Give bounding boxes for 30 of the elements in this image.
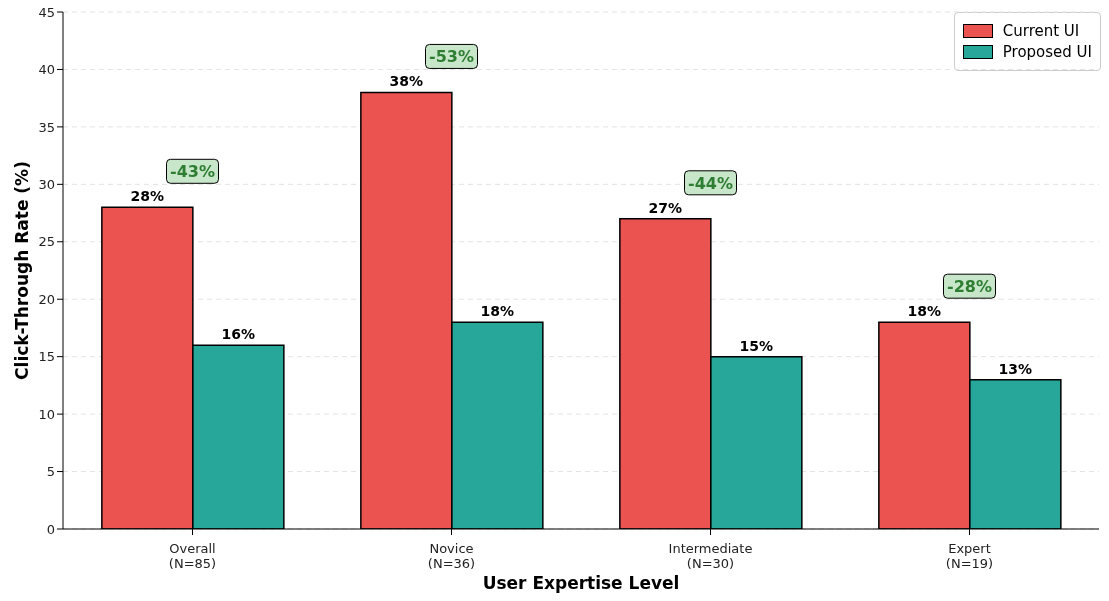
data-label: 13% — [998, 360, 1033, 377]
x-tick-label: Novice (N=36) — [427, 541, 476, 571]
data-label: 18% — [480, 303, 515, 320]
data-label: 28% — [130, 188, 165, 205]
y-tick-label: 0 — [46, 521, 55, 537]
x-axis-title: User Expertise Level — [482, 573, 680, 593]
y-axis-title: Click-Through Rate (%) — [12, 161, 32, 380]
annotation: -43% — [170, 162, 215, 182]
x-tick-label: Overall (N=85) — [168, 541, 217, 571]
x-tick-label: Intermediate (N=30) — [668, 541, 753, 571]
y-tick-label: 5 — [46, 464, 55, 480]
y-tick-label: 20 — [38, 291, 55, 307]
legend-label: Proposed UI — [1002, 43, 1092, 61]
legend-label: Current UI — [1002, 22, 1080, 40]
y-tick-label: 15 — [38, 349, 55, 365]
y-tick-label: 35 — [38, 119, 55, 135]
data-label: 15% — [739, 337, 774, 354]
y-tick-label: 40 — [38, 62, 55, 78]
annotation: -53% — [429, 47, 474, 67]
y-tick-label: 10 — [38, 406, 55, 422]
data-label: 16% — [221, 326, 256, 343]
y-tick-label: 25 — [38, 234, 55, 250]
data-label: 18% — [907, 303, 942, 320]
data-label: 38% — [389, 73, 424, 90]
x-tick-label: Expert (N=19) — [945, 541, 994, 571]
data-label: 27% — [648, 199, 683, 216]
y-tick-label: 30 — [38, 176, 55, 192]
y-tick-label: 45 — [38, 4, 55, 20]
annotation: -44% — [688, 173, 733, 193]
annotation: -28% — [947, 277, 992, 297]
